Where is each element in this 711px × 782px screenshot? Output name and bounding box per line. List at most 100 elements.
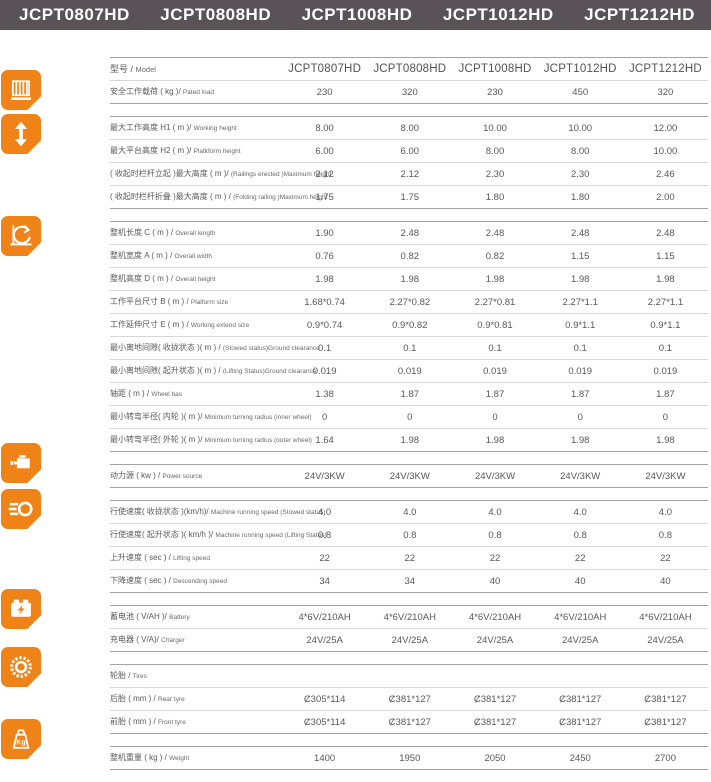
row-label-en: Minimum turning radius (inner wheel) [204,413,312,421]
cell-value: 1.98 [656,273,675,285]
cell-value: 6.00 [315,145,334,157]
row-label-en: Wheel bas [151,390,183,398]
cell-value: 1.87 [400,388,420,400]
cell-value: 2.27*1.1 [647,296,684,308]
cell-value: 2700 [654,752,676,764]
row-label: 充电器 ( V/A)/ Charger [110,635,282,646]
cell-value: 8.00 [485,145,505,157]
cell-value: 1.87 [656,388,675,400]
cell-value: 4.0 [488,506,502,518]
cell-value: 2050 [484,752,506,764]
svg-text:Kg: Kg [16,740,25,747]
cell-value: 1.98 [485,434,505,446]
cell-value: 1.80 [485,191,505,203]
cell-value: 22 [660,552,671,564]
row-label-en: Power source [162,472,203,480]
cell-value: 1.75 [400,191,420,203]
row-label: 前胎 ( mm ) / Front tyre [110,717,282,728]
row-label-en: Machine running speed (Lifting Status) [215,531,327,539]
topbar-model: JCPT0808HD [160,5,272,24]
cell-value: 24V/3KW [474,470,516,482]
cell-value: 2.48 [400,227,420,239]
cell-value: 1.80 [570,191,590,203]
cell-value: 1.98 [315,273,334,285]
cell-value: 2.46 [656,168,675,180]
row-label: 轴距 ( m ) / Wheel bas [110,389,282,400]
cell-value: 1.90 [315,227,334,239]
speed-icon [1,489,41,529]
cell-value: Ȼ305*114 [303,693,346,705]
cell-value: Ȼ381*127 [644,693,687,705]
row-label: ( 收起时栏杆立起 )最大高度 ( m )/ (Railings erected… [110,168,331,180]
table-row: 充电器 ( V/A)/ Charger 24V/25A 24V/25A 24V/25A… [110,628,708,651]
cell-value: 4*6V/210AH [468,611,522,623]
row-label-en: Tires [132,672,147,680]
cell-value: 0.9*1.1 [565,319,596,331]
cell-value: 10.00 [483,122,507,134]
row-label-en: Overall width [174,252,213,260]
table-row: ( 收起时栏杆折叠 )最大高度 ( m ) / (Folding railing… [110,185,708,208]
power-icon [1,443,41,483]
row-label-zh: 行使速度( 起升状态 )( km/h )/ [110,529,216,539]
row-label-en: (Stowed status)Ground clearance [222,344,320,352]
row-label-zh: ( 收起时栏杆立起 )最大高度 ( m )/ [110,168,231,178]
row-label: 后胎 ( mm ) / Rear tyre [110,694,282,705]
row-label: 型号 / Model [110,64,282,75]
table-row: 轮胎 / Tires [110,665,708,687]
row-label-zh: 行使速度( 收拢状态 )(km/h)/ [110,506,211,516]
cell-value: 0 [577,411,583,423]
cell-value: 24V/25A [476,634,514,646]
height-range-icon [1,114,41,154]
cell-value: Ȼ381*127 [559,716,602,728]
row-label-en: Rear tyre [158,695,185,703]
row-label: 上升速度 ( sec ) / Lifting speed [110,553,282,564]
cell-value: 4.0 [658,506,673,518]
cell-value: 10.00 [568,122,593,134]
cell-value: 2.48 [485,227,505,239]
cell-value: 230 [487,86,503,98]
cell-value: 0.8 [403,529,417,541]
row-label-zh: 型号 / [110,63,136,74]
cell-value: 24V/25A [306,634,343,646]
cell-value: 0.9*0.82 [392,319,428,331]
cell-value: 0.9*0.81 [477,319,513,331]
table-row: 最大平台高度 H2 ( m )/ Platkform height 6.00 6.0… [110,139,708,162]
table-row: 型号 / Model JCPT0807HD JCPT0808HD JCPT1008HD… [110,58,708,80]
cell-value: 0.1 [403,342,417,354]
weight-icon: Kg [1,719,41,759]
row-label: 最小离地间隙( 收拢状态 )( m ) / (Stowed status)Gro… [110,343,320,354]
cell-value: 1.87 [570,388,590,400]
cell-value: 1.75 [315,191,334,203]
cell-value: 1.98 [570,273,590,285]
row-label-zh: 整机重量 ( kg ) / [110,752,170,762]
row-label-en: Working extend size [190,321,250,329]
cell-value: 0.019 [568,365,593,377]
row-label: 蓄电池 ( V/AH )/ Battery [110,612,282,623]
row-label-en: (Railings erected )Maximum height [230,170,332,178]
table-row: 行使速度( 收拢状态 )(km/h)/ Machine running spee… [110,501,708,523]
cell-value: 1.98 [400,273,420,285]
row-label-en: Front tyre [158,718,186,726]
row-label-en: Overall length [175,229,216,237]
row-label-zh: ( 收起时栏杆折叠 )最大高度 ( m ) / [110,191,234,201]
cell-value: Ȼ381*127 [473,716,517,728]
cell-value: 0.9*1.1 [650,319,681,331]
cell-value: 2.00 [656,191,675,203]
topbar-model: JCPT1008HD [301,5,413,24]
cell-value: 0.8 [317,529,332,541]
row-label-en: Descending speed [173,577,227,585]
row-label: 行使速度( 收拢状态 )(km/h)/ Machine running spee… [110,506,325,518]
row-label-en: Plalform size [190,298,229,306]
row-label: 最大平台高度 H2 ( m )/ Platkform height [110,146,282,157]
section-weight: 整机重量 ( kg ) / Weight 1400 1950 2050 2450 2700 [110,746,708,770]
cell-value: 22 [319,552,330,564]
cell-value: 1.87 [485,388,505,400]
row-label: 最小转弯半径( 外轮 )( m )/ Minimum turning radiu… [110,435,312,446]
cell-value: Ȼ305*114 [303,716,346,728]
cell-value: Ȼ381*127 [559,693,602,705]
table-row: ( 收起时栏杆立起 )最大高度 ( m )/ (Railings erected… [110,162,708,185]
cell-value: 2.30 [570,168,590,180]
row-label-zh: 最大工作高度 H1 ( m )/ [110,122,194,132]
table-row: 下降速度 ( sec ) / Descending speed 34 34 40 40 4… [110,569,708,592]
cell-value: 0.1 [317,342,332,354]
